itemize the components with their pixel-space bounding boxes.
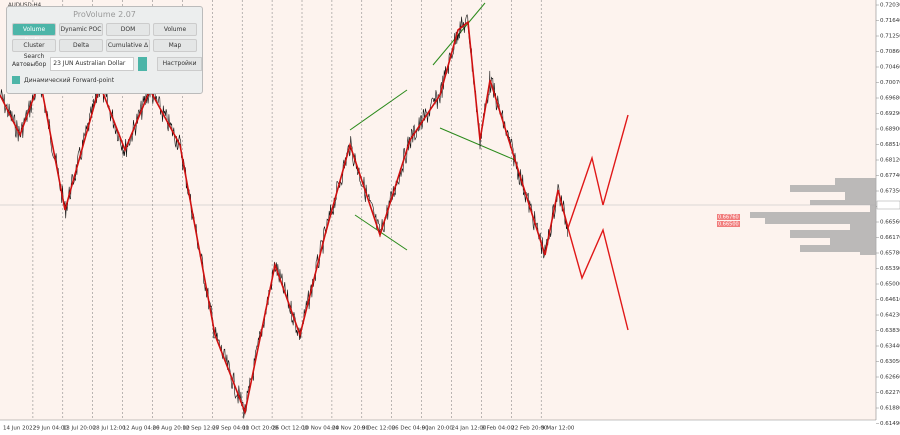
time-label: 9 Dec 12:00 <box>362 426 396 432</box>
checkbox[interactable] <box>12 76 20 84</box>
instrument-row: Автовыбор 23 JUN Australian Dollar Настр… <box>12 57 202 71</box>
dropdown[interactable] <box>138 57 148 71</box>
time-label: 28 Jul 12:00 <box>93 426 126 432</box>
time-label: 26 Dec 04:00 <box>392 426 429 432</box>
panel-button[interactable]: Volume Profile <box>12 23 56 44</box>
price-tag <box>717 214 740 220</box>
instrument[interactable]: 23 JUN Australian Dollar <box>50 57 135 71</box>
time-label: 26 Aug 20:00 <box>153 426 191 432</box>
panel-button[interactable]: Cumulative Δ <box>106 39 150 52</box>
price-tag-label: 0.66500 <box>718 222 739 228</box>
forecast-up <box>567 114 629 229</box>
time-label: 12 Sep 12:00 <box>182 426 219 432</box>
panel-button[interactable]: Volume <box>153 23 197 36</box>
time-label: 22 Feb 20:00 <box>511 426 548 432</box>
time-label: 14 Jun 2022 <box>3 426 36 432</box>
time-label: 9 Jan 20:00 <box>422 426 454 432</box>
time-label: 13 Jul 20:00 <box>63 426 96 432</box>
time-label: 24 Jan 12:00 <box>452 426 487 432</box>
current-price-box <box>876 200 900 210</box>
panel-title: ProVolume 2.07 <box>73 10 136 19</box>
time-label: 26 Oct 12:00 <box>272 426 308 432</box>
time-label: 27 Sep 04:00 <box>212 426 249 432</box>
panel-button[interactable]: Map <box>153 39 197 52</box>
forward-row: Динамический Forward-point <box>12 76 202 84</box>
time-label: 24 Nov 20:00 <box>332 426 370 432</box>
time-label: 8 Feb 04:00 <box>481 426 514 432</box>
auto-label[interactable]: Автовыбор <box>12 60 47 68</box>
panel-button[interactable]: Dynamic POC <box>59 23 103 36</box>
volume-profile <box>750 178 876 255</box>
symbol: AUDUSD,H4 <box>8 3 42 9</box>
panel-button[interactable]: Delta <box>59 39 103 52</box>
forward-label[interactable]: Динамический Forward-point <box>24 76 115 84</box>
time-label: 29 Jun 04:00 <box>33 426 68 432</box>
forecast-down <box>567 227 629 331</box>
price-tag-label: 0.66760 <box>718 215 739 221</box>
settings[interactable]: Настройки <box>157 57 202 71</box>
time-label: 12 Aug 04:00 <box>123 426 161 432</box>
price-tag <box>717 221 740 227</box>
panel-button[interactable]: Cluster Search <box>12 39 56 60</box>
time-label: 10 Nov 04:00 <box>302 426 340 432</box>
time-label: 11 Oct 20:00 <box>242 426 278 432</box>
provolume-panel: ProVolume 2.07 Volume ProfileDynamic POC… <box>6 6 203 94</box>
time-label: 9 Mar 12:00 <box>541 426 575 432</box>
panel-button[interactable]: DOM <box>106 23 150 36</box>
